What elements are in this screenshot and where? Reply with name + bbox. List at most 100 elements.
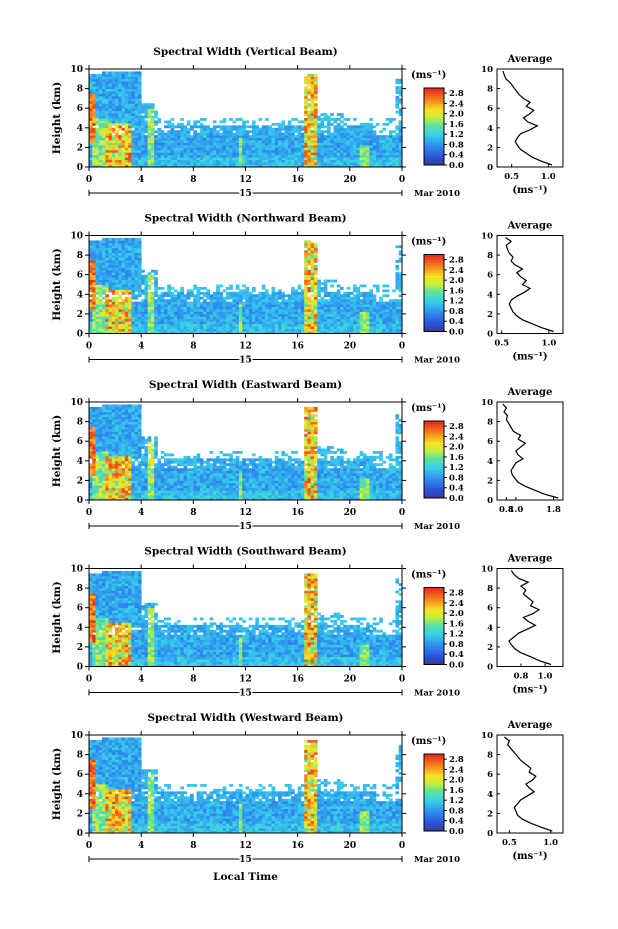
heatmap-cell [124,73,129,77]
heatmap-cell [137,98,142,102]
heatmap-cell [382,313,387,317]
heatmap-cell [163,132,168,136]
heatmap-cell [92,495,96,498]
heatmap-cell [346,164,351,168]
heatmap-cell [154,152,158,156]
heatmap-cell [170,144,175,148]
heatmap-cell [375,289,380,293]
heatmap-cell [265,291,269,295]
heatmap-cell [242,159,246,163]
heatmap-cell [186,321,191,325]
heatmap-cell [157,294,162,298]
heatmap-cell [395,279,400,283]
heatmap-cell [349,291,354,295]
heatmap-cell [271,294,276,298]
heatmap-cell [121,144,126,148]
heatmap-cell [261,309,266,312]
heatmap-cell [95,431,100,435]
heatmap-cell [167,147,171,151]
heatmap-cell [369,144,374,148]
heatmap-cell [115,76,119,80]
heatmap-cell [212,299,217,303]
heatmap-cell [209,164,214,168]
heatmap-cell [346,306,351,310]
heatmap-cell [118,480,122,484]
heatmap-cell [108,81,113,85]
heatmap-cell [327,125,331,129]
heatmap-cell [108,424,113,427]
heatmap-cell [222,318,227,322]
heatmap-cell [180,291,184,295]
heatmap-cell [128,164,132,168]
heatmap-cell [366,125,370,129]
heatmap-cell [304,159,308,163]
heatmap-cell [366,140,370,143]
heatmap-cell [317,130,321,134]
heatmap-cell [349,311,354,315]
heatmap-cell [89,78,93,82]
heatmap-cell [340,130,344,134]
heatmap-cell [388,309,393,312]
heatmap-cell [307,313,312,317]
heatmap-cell [203,316,207,320]
heatmap-cell [173,164,178,168]
heatmap-cell [313,88,318,92]
heatmap-cell [137,154,142,158]
heatmap-cell [141,105,145,109]
heatmap-cell [105,453,109,457]
heatmap-cell [147,321,152,325]
heatmap-cell [287,313,292,317]
heatmap-cell [128,495,132,498]
heatmap-cell [281,127,286,131]
heatmap-cell [294,140,299,143]
heatmap-cell [317,289,321,293]
heatmap-cell [375,164,380,168]
heatmap-cell [271,318,276,322]
heatmap-cell [186,152,191,156]
heatmap-cell [320,318,325,322]
heatmap-cell [235,147,240,151]
heatmap-cell [167,321,171,325]
heatmap-cell [95,277,100,280]
heatmap-cell [124,451,129,454]
heatmap-cell [92,100,96,104]
heatmap-cell [353,331,357,334]
heatmap-cell [137,91,142,94]
heatmap-cell [323,115,328,119]
heatmap-cell [108,468,113,471]
heatmap-cell [327,316,331,320]
heatmap-cell [271,316,276,320]
heatmap-cell [92,105,96,109]
heatmap-cell [388,142,393,146]
heatmap-cell [313,110,318,114]
heatmap-cell [121,453,126,457]
heatmap-cell [392,135,396,138]
heatmap-cell [307,323,312,327]
heatmap-cell [219,291,224,295]
heatmap-cell [346,326,351,329]
heatmap-cell [134,294,139,298]
heatmap-cell [141,115,145,119]
heatmap-cell [173,331,178,334]
heatmap-cell [216,154,220,158]
heatmap-cell [118,142,122,146]
heatmap-cell [105,458,109,462]
heatmap-cell [147,120,152,124]
heatmap-cell [235,140,240,143]
heatmap-cell [167,299,171,303]
heatmap-cell [167,328,171,332]
heatmap-cell [278,323,282,327]
heatmap-cell [111,86,116,89]
heatmap-cell [102,100,106,104]
heatmap-cell [216,306,220,310]
heatmap-cell [323,316,328,320]
heatmap-cell [323,147,328,151]
heatmap-cell [222,130,227,134]
heatmap-cell [219,326,224,329]
heatmap-cell [225,309,230,312]
heatmap-cell [248,331,253,334]
heatmap-cell [89,468,93,471]
heatmap-cell [121,91,126,94]
heatmap-cell [150,122,155,126]
heatmap-cell [291,164,295,168]
